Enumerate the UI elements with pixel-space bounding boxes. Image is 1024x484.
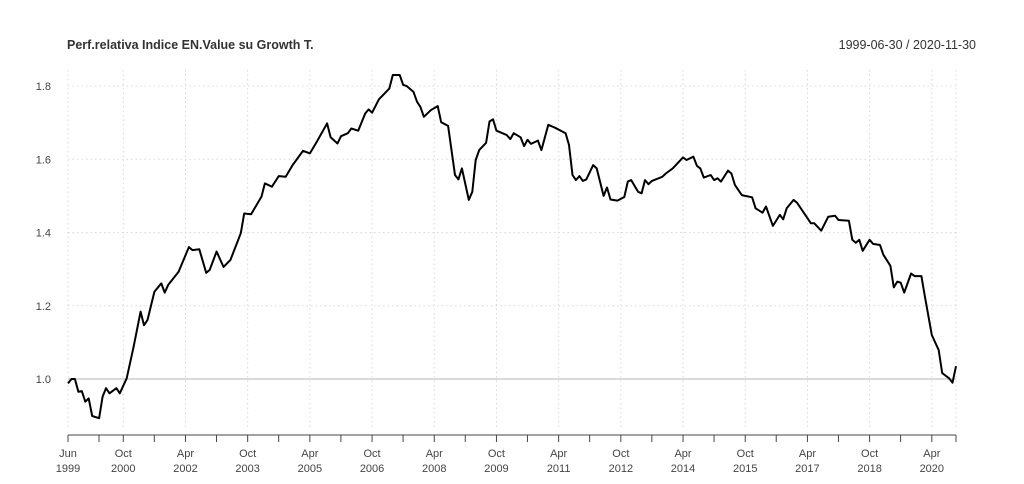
chart-title: Perf.relativa Indice EN.Value su Growth … [67,38,314,52]
y-tick-label: 1.0 [36,374,51,386]
date-range: 1999-06-30 / 2020-11-30 [839,38,976,52]
x-tick-label-year: 2017 [795,463,819,475]
x-tick-label-year: 2014 [671,463,695,475]
x-tick-label-year: 2005 [298,463,322,475]
gridlines [67,70,957,427]
x-tick-label-month: Apr [674,448,691,460]
x-tick-label-month: Oct [239,448,256,460]
y-axis: 1.0 1.2 1.4 1.6 1.8 [36,81,51,386]
x-tick-label-year: 2012 [609,463,633,475]
y-tick-label: 1.2 [36,301,51,313]
x-tick-label-year: 2000 [111,463,135,475]
x-tick-label-month: Oct [737,448,754,460]
y-tick-label: 1.6 [36,154,51,166]
x-tick-label-year: 2009 [484,463,508,475]
x-tick-label-year: 2006 [360,463,384,475]
series-line [67,74,957,420]
x-tick-label-month: Oct [861,448,878,460]
x-tick-label-month: Jun [59,448,77,460]
y-tick-label: 1.8 [36,81,51,93]
x-tick-label-year: 2008 [422,463,446,475]
x-tick-label-month: Apr [177,448,194,460]
x-tick-label-year: 1999 [56,463,80,475]
x-tick-label-month: Oct [115,448,132,460]
x-tick-label-year: 2003 [235,463,259,475]
x-tick-label-month: Apr [301,448,318,460]
x-tick-label-month: Oct [612,448,629,460]
x-tick-label-month: Apr [799,448,816,460]
x-tick-label-month: Oct [363,448,380,460]
x-axis: Jun 1999 Oct 2000 Apr 2002 Oct 2003 Apr 2005 Oct 20… [56,434,957,475]
x-tick-label-month: Oct [488,448,505,460]
y-tick-label: 1.4 [36,228,51,240]
x-tick-label-month: Apr [550,448,567,460]
x-tick-label-year: 2011 [547,463,571,475]
x-tick-label-year: 2020 [920,463,944,475]
x-tick-label-year: 2018 [857,463,881,475]
x-tick-label-month: Apr [923,448,940,460]
x-tick-label-year: 2015 [733,463,757,475]
x-tick-label-month: Apr [426,448,443,460]
x-tick-label-year: 2002 [173,463,197,475]
